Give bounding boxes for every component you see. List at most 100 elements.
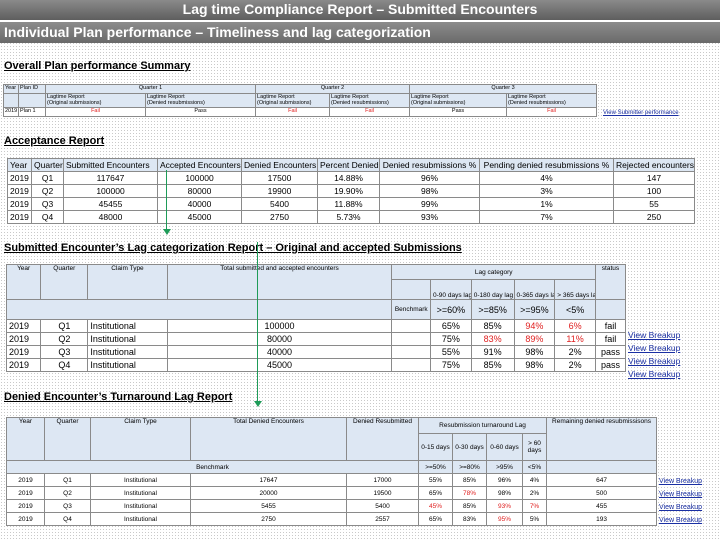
lag-cell-value: 98% — [513, 358, 556, 372]
acceptance-cell: 2019 — [7, 171, 32, 185]
acceptance-cell: 48000 — [63, 210, 158, 224]
acceptance-col-submitted: Submitted Encounters — [63, 158, 158, 172]
acceptance-cell: 1% — [479, 197, 614, 211]
table-row: 2019 Q2 100000 80000 19900 19.90% 98% 3%… — [7, 184, 695, 198]
table-row: 2019 Q4 Institutional 2750 2557 65% 83% … — [6, 512, 658, 526]
acceptance-cell: 5.73% — [317, 210, 380, 224]
denied-cell-quarter: Q1 — [44, 473, 91, 487]
denied-cell-value: 98% — [486, 486, 523, 500]
denied-cell-total: 5455 — [190, 499, 347, 513]
lag-col-quarter: Quarter — [40, 264, 89, 300]
denied-cell-resub: 5400 — [346, 499, 419, 513]
lag-cell-status: fail — [594, 319, 627, 333]
lag-benchmark-label: Benchmark — [391, 299, 432, 320]
denied-cell-value: 83% — [452, 512, 487, 526]
table-row: 2019 Q1 Institutional 100000 65% 85% 94%… — [5, 319, 627, 333]
flow-arrow-line — [166, 170, 167, 230]
lag-cell-value: 55% — [430, 345, 472, 359]
acceptance-header-row: Year Quarter Submitted Encounters Accept… — [7, 158, 695, 172]
denied-view-breakup-link-q2[interactable]: View Breakup — [659, 491, 703, 498]
summary-table: Year Plan ID Quarter 1 Quarter 2 Quarter… — [3, 84, 598, 117]
lag-benchmark-value: >=60% — [430, 299, 472, 320]
summary-sub-blank — [18, 93, 46, 108]
acceptance-cell: 2019 — [7, 210, 32, 224]
denied-cell-value: 4% — [521, 473, 548, 487]
denied-col-resubmitted: Denied Resubmitted — [346, 417, 419, 461]
lag-cell-quarter: Q1 — [40, 319, 89, 333]
lag-view-breakup-link-q2[interactable]: View Breakup — [628, 343, 681, 353]
denied-view-breakup-link-q4[interactable]: View Breakup — [659, 517, 703, 524]
denied-cell-resub: 17000 — [346, 473, 419, 487]
summary-col-quarter-2: Quarter 2 — [255, 84, 411, 94]
denied-cell-value: 5% — [521, 512, 548, 526]
denied-cell-total: 17647 — [190, 473, 347, 487]
report-subtitle: Individual Plan performance – Timeliness… — [0, 22, 720, 43]
lag-cell-value: 2% — [554, 358, 596, 372]
acceptance-cell: 19.90% — [317, 184, 380, 198]
acceptance-cell: 100 — [613, 184, 695, 198]
lag-cell-year: 2019 — [5, 345, 42, 359]
denied-cell-year: 2019 — [6, 512, 45, 526]
summary-col-year: Year — [3, 84, 19, 94]
summary-cell-plan: Plan 1 — [18, 107, 46, 117]
summary-cell-q2-orig: Fail — [255, 107, 331, 117]
view-submitter-performance-link[interactable]: View Submitter performance — [603, 110, 679, 116]
denied-table: Year Quarter Claim Type Total Denied Enc… — [6, 417, 658, 526]
lag-view-breakup-link-q3[interactable]: View Breakup — [628, 356, 681, 366]
lag-view-breakup-link-q4[interactable]: View Breakup — [628, 369, 681, 379]
acceptance-cell: 100000 — [63, 184, 158, 198]
summary-cell-q3-orig: Pass — [409, 107, 508, 117]
flow-arrow-line — [257, 242, 258, 402]
table-row: 2019 Q2 Institutional 80000 75% 83% 89% … — [5, 332, 627, 346]
lag-heading: Submitted Encounter’s Lag categorization… — [4, 242, 462, 254]
acceptance-cell: 55 — [613, 197, 695, 211]
denied-cell-value: 96% — [486, 473, 523, 487]
summary-cell-q2-denied: Fail — [329, 107, 411, 117]
acceptance-cell: 99% — [379, 197, 480, 211]
denied-cell-year: 2019 — [6, 486, 45, 500]
acceptance-col-pending-resub: Pending denied resubmissions % — [479, 158, 614, 172]
lag-cell-blank — [391, 345, 432, 359]
lag-benchmark-blank — [594, 299, 627, 320]
summary-sub-q1-orig: Lagtime Report (Original submissions) — [45, 93, 146, 108]
summary-cell-q1-denied: Pass — [144, 107, 257, 117]
lag-category-0-180: 0-180 day lag — [470, 279, 515, 300]
denied-benchmark-value: >95% — [486, 460, 523, 474]
denied-cell-value: 65% — [418, 486, 453, 500]
lag-cell-total: 100000 — [166, 319, 393, 333]
denied-cell-year: 2019 — [6, 499, 45, 513]
lag-cell-value: 89% — [513, 332, 556, 346]
summary-cell-year: 2019 — [3, 107, 19, 117]
lag-cell-value: 91% — [470, 345, 515, 359]
summary-sub-q3-orig: Lagtime Report (Original submissions) — [409, 93, 508, 108]
summary-col-plan: Plan ID — [18, 84, 46, 94]
table-row: 2019 Q4 48000 45000 2750 5.73% 93% 7% 25… — [7, 210, 695, 224]
denied-view-breakup-link-q3[interactable]: View Breakup — [659, 504, 703, 511]
denied-cell-remaining: 455 — [546, 499, 658, 513]
lag-cell-value: 94% — [513, 319, 556, 333]
acceptance-col-denied: Denied Encounters — [241, 158, 318, 172]
summary-col-quarter-3: Quarter 3 — [409, 84, 598, 94]
lag-view-breakup-link-q1[interactable]: View Breakup — [628, 330, 681, 340]
acceptance-col-year: Year — [7, 158, 32, 172]
acceptance-cell: 14.88% — [317, 171, 380, 185]
lag-category-blank — [391, 279, 432, 300]
lag-cell-value: 65% — [430, 319, 472, 333]
acceptance-cell: 17500 — [241, 171, 318, 185]
lag-category-0-90: 0-90 days lag — [430, 279, 472, 300]
denied-view-breakup-link-q1[interactable]: View Breakup — [659, 478, 703, 485]
denied-benchmark-value: >=50% — [418, 460, 453, 474]
summary-heading: Overall Plan performance Summary — [4, 60, 191, 72]
table-row: 2019 Q3 Institutional 40000 55% 91% 98% … — [5, 345, 627, 359]
lag-cell-value: 75% — [430, 332, 472, 346]
acceptance-col-accepted: Accepted Encounters — [157, 158, 242, 172]
denied-cell-value: 7% — [521, 499, 548, 513]
table-row: 2019 Q2 Institutional 20000 19500 65% 78… — [6, 486, 658, 500]
lag-cell-value: 75% — [430, 358, 472, 372]
lag-category-0-365: 0-365 days lag — [513, 279, 556, 300]
lag-cell-quarter: Q3 — [40, 345, 89, 359]
denied-cell-year: 2019 — [6, 473, 45, 487]
flow-arrow-head-icon — [163, 229, 171, 235]
acceptance-table: Year Quarter Submitted Encounters Accept… — [7, 158, 695, 224]
lag-col-total: Total submitted and accepted encounters — [166, 264, 393, 300]
